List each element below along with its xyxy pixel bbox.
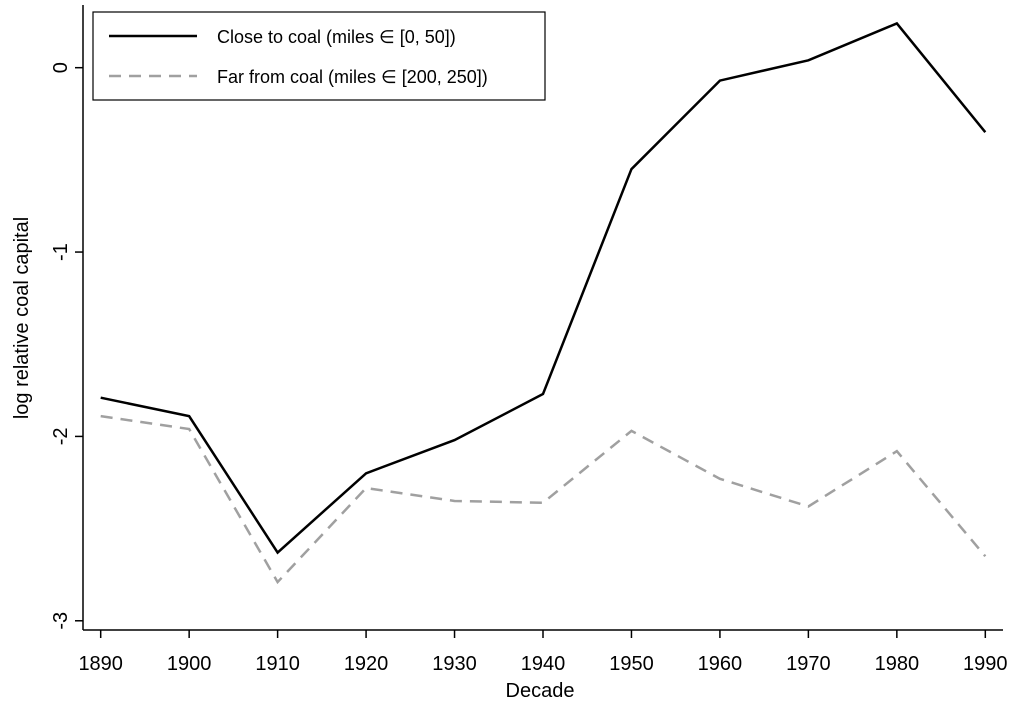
x-tick-label: 1950 xyxy=(609,653,654,675)
x-axis-label: Decade xyxy=(506,680,575,702)
x-tick-label: 1890 xyxy=(78,653,123,675)
x-tick-label: 1990 xyxy=(963,653,1008,675)
series-line xyxy=(100,21,987,555)
y-tick-label: -1 xyxy=(50,243,72,261)
y-tick-label: 0 xyxy=(50,62,72,73)
x-tick-label: 1920 xyxy=(344,653,389,675)
y-tick-label: -2 xyxy=(50,428,72,446)
legend-box xyxy=(92,11,546,101)
x-tick-label: 1940 xyxy=(521,653,566,675)
x-tick-label: 1910 xyxy=(255,653,300,675)
y-tick-label: -3 xyxy=(50,612,72,630)
x-tick-label: 1900 xyxy=(167,653,212,675)
legend-label: Far from coal (miles ∈ [200, 250]) xyxy=(217,67,488,87)
x-tick-label: 1930 xyxy=(432,653,477,675)
x-tick-label: 1980 xyxy=(875,653,920,675)
x-tick-label: 1970 xyxy=(786,653,831,675)
legend-label: Close to coal (miles ∈ [0, 50]) xyxy=(217,27,456,47)
series-line xyxy=(100,414,987,585)
y-axis-label: log relative coal capital xyxy=(11,217,33,419)
x-tick-label: 1960 xyxy=(698,653,743,675)
